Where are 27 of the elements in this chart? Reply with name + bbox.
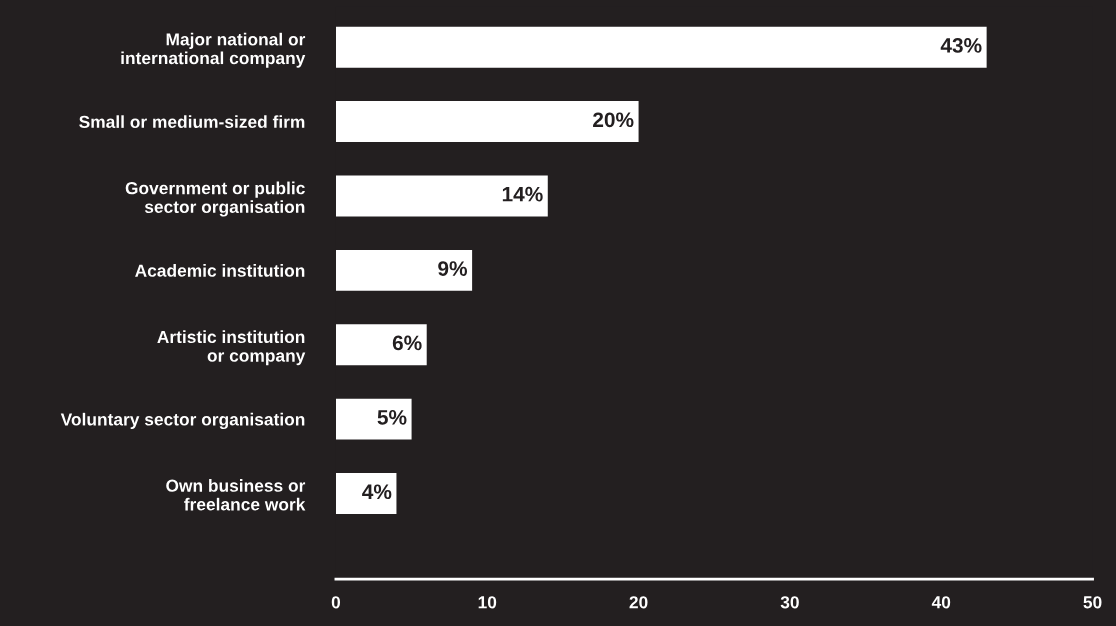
y-tick-label: Artistic institution or company — [157, 330, 306, 366]
y-tick-label: Small or medium-sized firm — [79, 115, 305, 129]
text: 9% — [438, 261, 468, 276]
text: 4% — [362, 484, 392, 500]
bar — [335, 175, 548, 217]
y-tick-label: Own business or freelance work — [166, 479, 306, 511]
y-tick-label: Government or public sector organisation — [125, 181, 305, 217]
x-tick-label: 20 — [629, 596, 648, 609]
bar — [335, 473, 397, 514]
y-tick-label: Voluntary sector organisation — [60, 412, 305, 430]
text: 43% — [940, 38, 982, 53]
bar — [335, 26, 987, 68]
y-tick-label: Major national or international company — [121, 32, 306, 68]
text: 20% — [593, 112, 634, 128]
x-tick-label: 40 — [931, 596, 951, 609]
text: 6% — [392, 335, 422, 351]
y-tick-label: Academic institution — [135, 264, 305, 277]
bar — [335, 249, 473, 291]
text: 5% — [377, 410, 407, 425]
x-tick-label: 10 — [478, 596, 497, 609]
bar — [335, 324, 427, 366]
text: 14% — [502, 186, 543, 202]
x-tick-label: 30 — [780, 596, 799, 609]
bar — [335, 398, 412, 440]
x-tick-label: 0 — [331, 596, 341, 609]
bar — [335, 101, 639, 143]
x-tick-label: 50 — [1083, 596, 1102, 609]
